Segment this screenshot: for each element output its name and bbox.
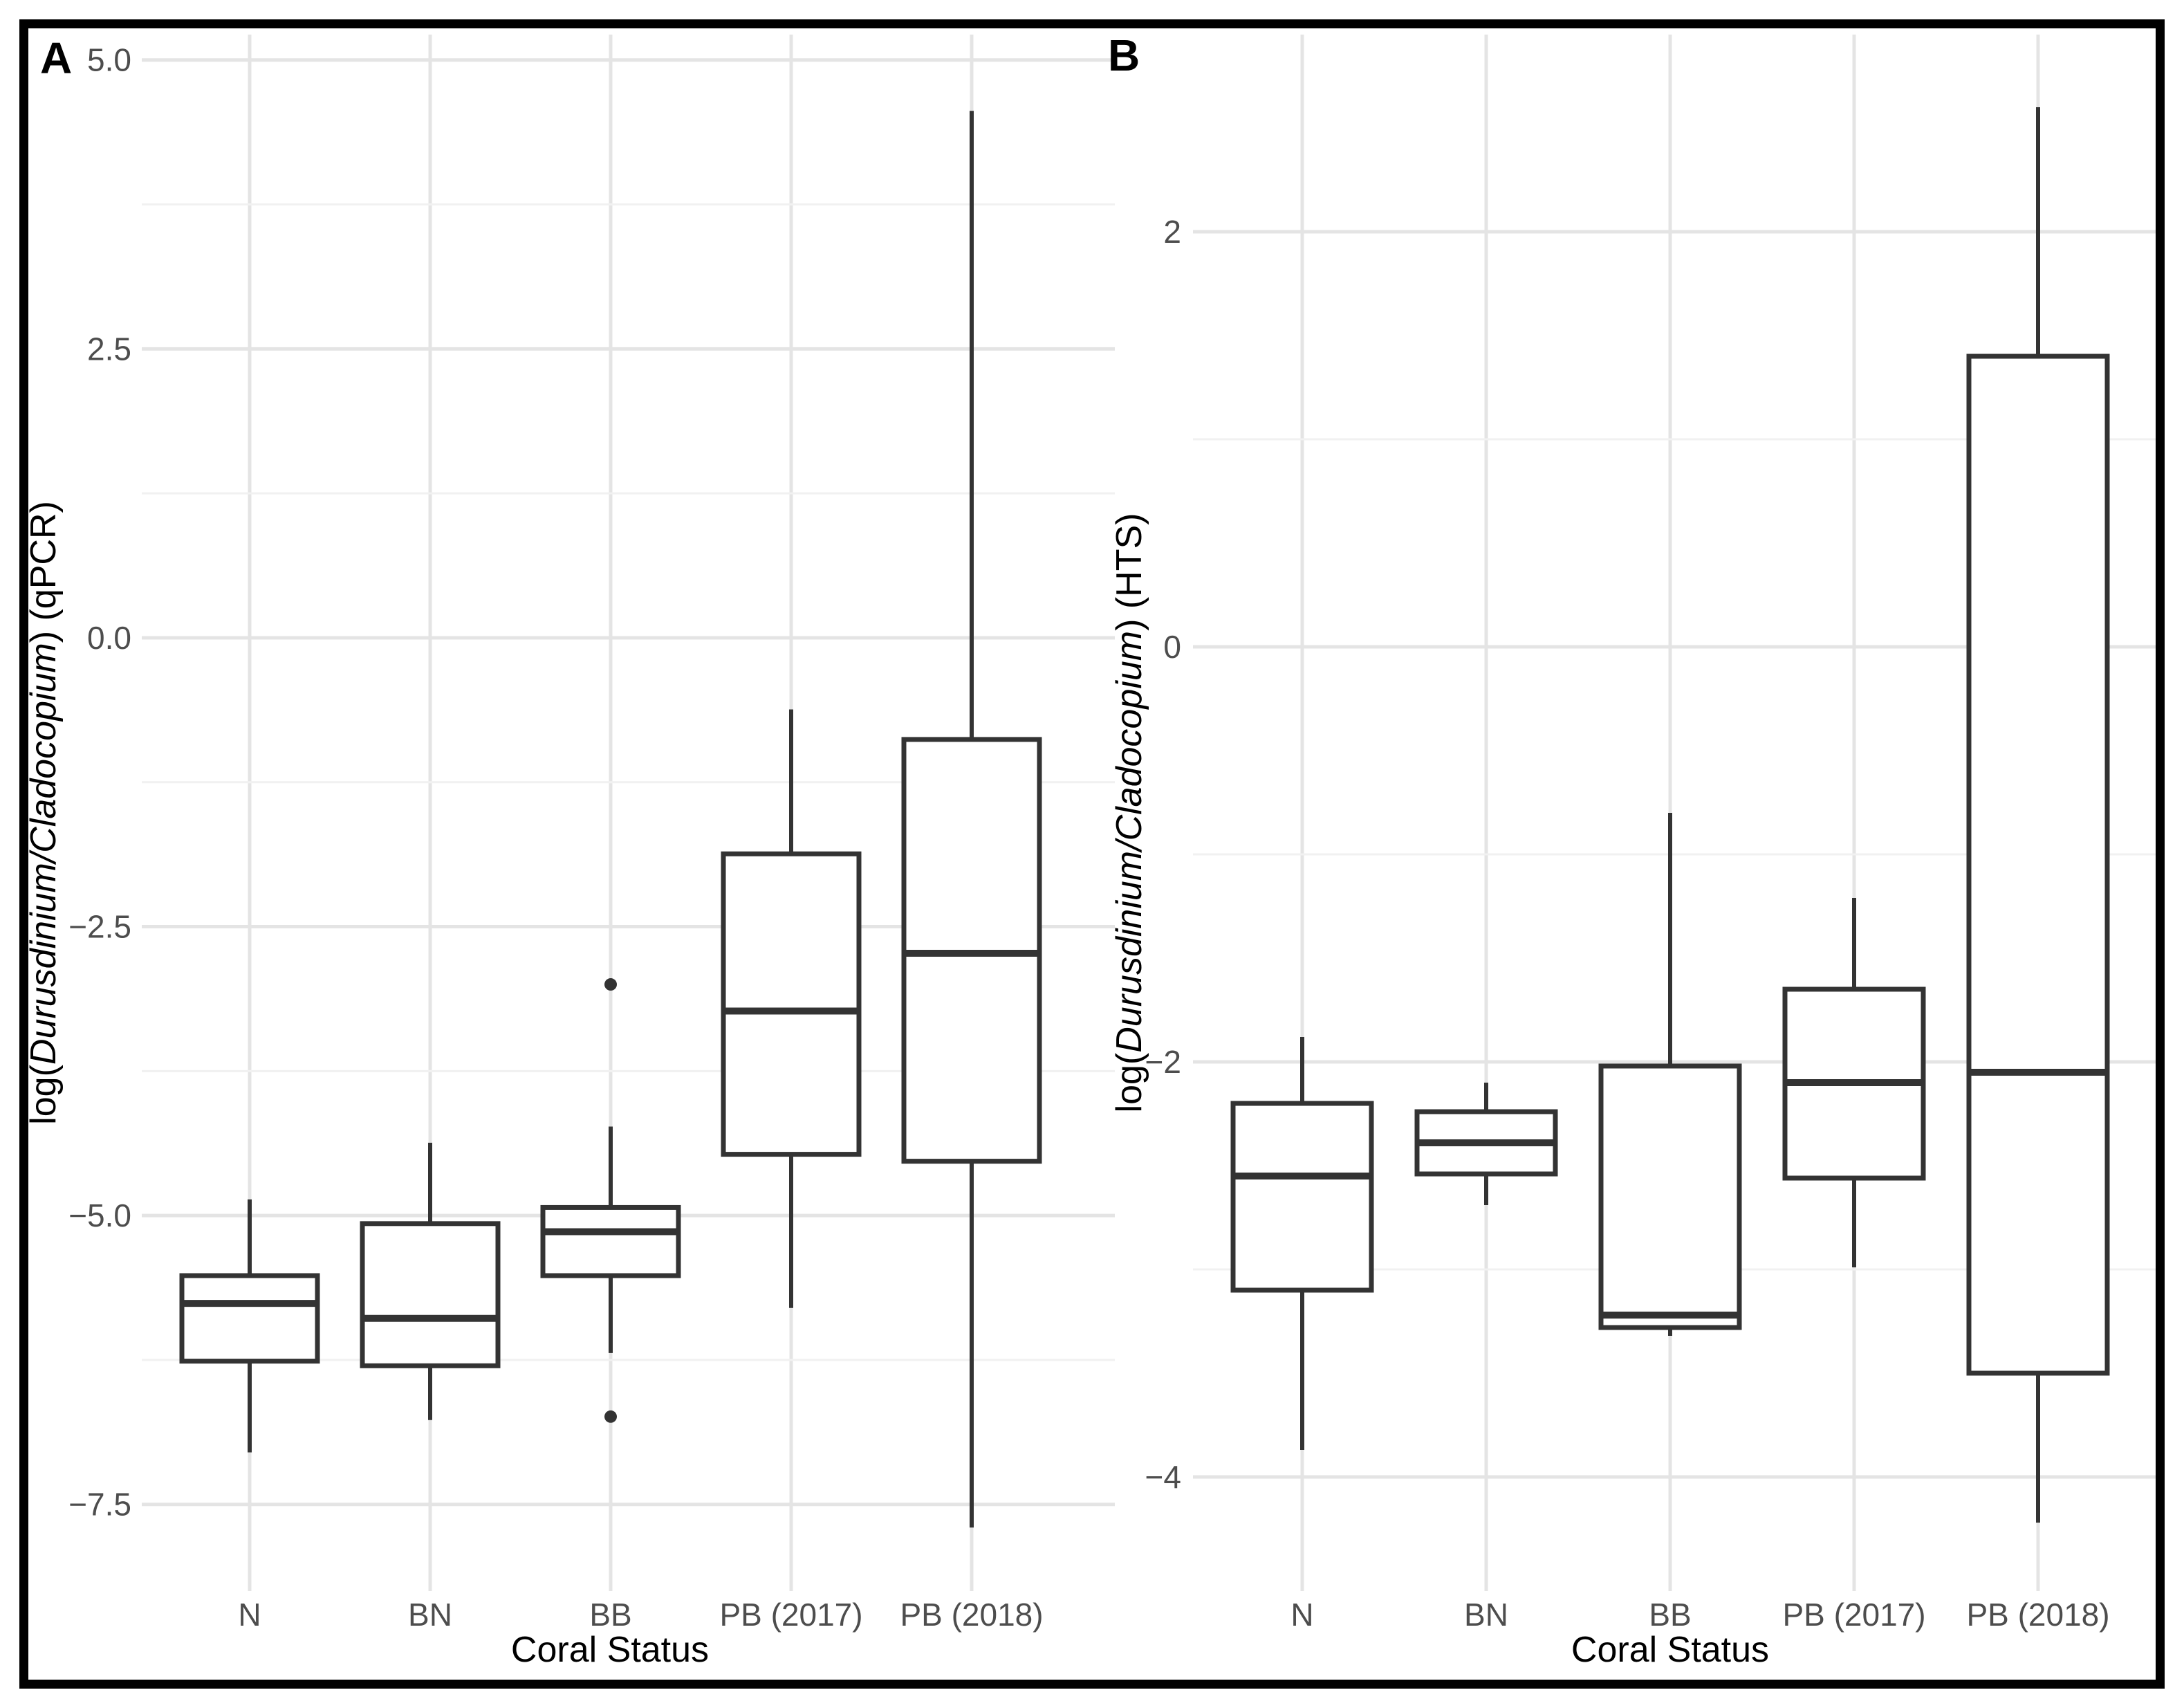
iqr-box xyxy=(179,1273,320,1364)
panel-a-y-title-genus: Durusdinium/Cladocopium xyxy=(24,643,64,1065)
panel-b-y-title-genus: Durusdinium/Cladocopium xyxy=(1109,631,1149,1053)
panel-a-box-pb2017 xyxy=(721,709,862,1308)
iqr-box xyxy=(1598,1063,1742,1330)
static-text-layer: A B log(Durusdinium/Cladocopium) (qPCR) … xyxy=(24,30,1769,1670)
panel-a-x-tick-label: N xyxy=(238,1597,261,1633)
panel-a-y-title-prefix: log( xyxy=(24,1064,64,1124)
panel-a-y-title-suffix: ) (qPCR) xyxy=(24,501,64,643)
panel-b-x-tick-label: PB (2018) xyxy=(1966,1597,2109,1633)
iqr-box xyxy=(721,851,862,1157)
panel-b-box-bb xyxy=(1598,813,1742,1336)
panel-a-y-tick-label: −7.5 xyxy=(68,1487,131,1523)
panel-a-box-pb2018 xyxy=(901,111,1042,1528)
panel-b-box-bn xyxy=(1414,1083,1558,1205)
panel-b-box-n xyxy=(1230,1037,1374,1450)
iqr-box xyxy=(1230,1101,1374,1293)
panel-a-box-bb xyxy=(540,978,681,1423)
panel-a-y-tick-label: 0.0 xyxy=(87,620,131,656)
figure-border xyxy=(19,19,2165,1689)
panel-b-x-tick-label: BB xyxy=(1649,1597,1691,1633)
panel-b-x-axis-title: Coral Status xyxy=(1571,1630,1769,1670)
panel-b-y-axis-title: log(Durusdinium/Cladocopium) (HTS) xyxy=(1109,513,1149,1113)
iqr-box xyxy=(540,1204,681,1278)
iqr-box xyxy=(1966,353,2110,1376)
panel-a-y-tick-label: 5.0 xyxy=(87,42,131,78)
panel-b-y-tick-label: 2 xyxy=(1163,214,1181,250)
panel-a-box-bn xyxy=(360,1142,501,1420)
panel-a-x-tick-label: PB (2018) xyxy=(900,1597,1043,1633)
panel-a-y-axis-title: log(Durusdinium/Cladocopium) (qPCR) xyxy=(24,501,64,1125)
panel-b-letter: B xyxy=(1108,30,1140,80)
iqr-box xyxy=(360,1221,501,1368)
panel-b-y-title-suffix: ) (HTS) xyxy=(1109,513,1149,631)
panel-b-y-title-prefix: log( xyxy=(1109,1052,1149,1112)
outlier-point xyxy=(604,978,617,991)
panel-a-x-tick-label: PB (2017) xyxy=(719,1597,862,1633)
panel-b-box-pb2018 xyxy=(1966,107,2110,1523)
panel-b-box-pb2017 xyxy=(1782,898,1926,1267)
chart-content: 5.0 2.5 0.0 −2.5 −5.0 −7.5 N BN BB PB (2017) PB (2… xyxy=(68,35,2158,1633)
panel-a-y-tick-label: −5.0 xyxy=(68,1197,131,1233)
panel-b-x-tick-label: BN xyxy=(1464,1597,1508,1633)
panel-a-x-tick-label: BB xyxy=(589,1597,631,1633)
panel-b-x-tick-label: N xyxy=(1290,1597,1313,1633)
panel-a-letter: A xyxy=(40,33,72,83)
panel-b-y-tick-label: −4 xyxy=(1145,1459,1181,1495)
panel-b-x-tick-label: PB (2017) xyxy=(1782,1597,1925,1633)
panel-a-y-tick-label: −2.5 xyxy=(68,909,131,945)
panel-a-y-tick-label: 2.5 xyxy=(87,331,131,367)
panel-b-y-tick-label: 0 xyxy=(1163,629,1181,665)
panel-a-box-n xyxy=(179,1199,320,1453)
panel-a-x-tick-label: BN xyxy=(408,1597,452,1633)
panel-b-y-tick-label: −2 xyxy=(1145,1044,1181,1080)
panel-a-x-axis-title: Coral Status xyxy=(511,1630,709,1670)
outlier-point xyxy=(604,1410,617,1423)
